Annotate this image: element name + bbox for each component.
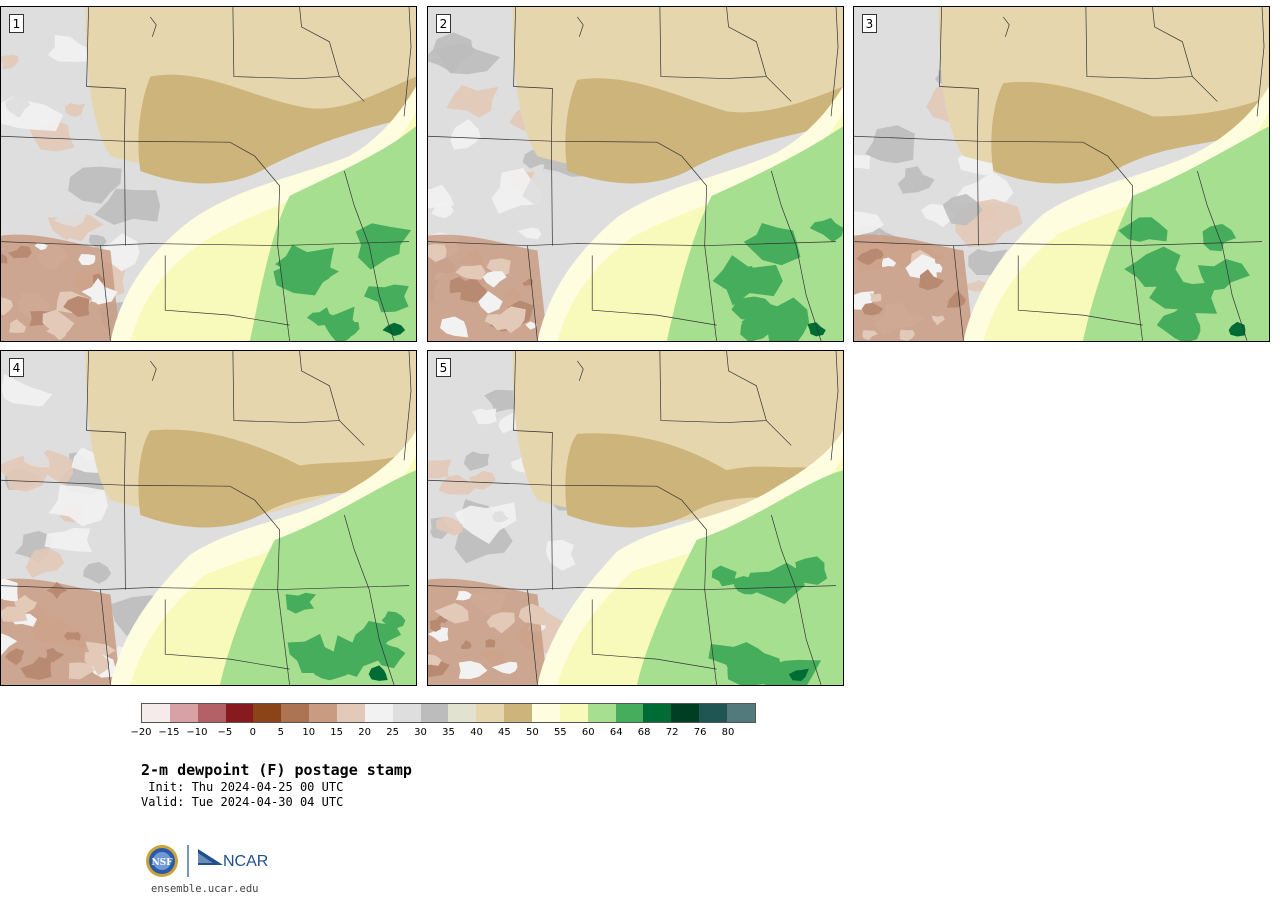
map-panel-3: 3	[853, 6, 1270, 342]
colorbar-tick-label: 20	[358, 727, 371, 738]
colorbar-swatch	[253, 704, 282, 722]
colorbar-tick-label: 15	[330, 727, 344, 738]
colorbar-tick-label: 76	[693, 727, 707, 738]
panel-number: 1	[9, 14, 24, 33]
colorbar-tick-label: 35	[442, 727, 455, 738]
map-panel-5: 5	[427, 350, 844, 686]
colorbar-tick-label: 10	[302, 727, 316, 738]
colorbar-tick-label: 5	[277, 727, 284, 738]
colorbar-tick-label: 25	[386, 727, 399, 738]
nsf-ncar-logo: NSF NCAR	[146, 845, 268, 877]
colorbar-swatch	[532, 704, 560, 722]
dewpoint-map	[1, 351, 416, 685]
valid-time: Valid: Tue 2024-04-30 04 UTC	[141, 795, 344, 809]
nsf-seal-icon: NSF	[146, 845, 178, 877]
colorbar-swatch	[281, 704, 310, 722]
colorbar-tick-label: 72	[665, 727, 679, 738]
colorbar-tick-label: 68	[637, 727, 651, 738]
colorbar-tick-label: 40	[470, 727, 483, 738]
colorbar-swatch	[587, 704, 616, 722]
colorbar-swatch	[615, 704, 644, 722]
nsf-text: NSF	[151, 858, 173, 868]
panel-number: 4	[9, 358, 24, 377]
colorbar-tick-label: 30	[414, 727, 427, 738]
colorbar-tick-label: 55	[553, 727, 567, 738]
colorbar-swatch	[448, 704, 477, 722]
colorbar-swatch	[197, 704, 226, 722]
colorbar-tick-label: −10	[186, 727, 208, 738]
colorbar-tick-label: 64	[609, 727, 623, 738]
panel-number: 3	[862, 14, 877, 33]
dewpoint-map	[854, 7, 1269, 341]
colorbar-tick-label: −15	[158, 727, 180, 738]
colorbar-tick-label: 60	[581, 727, 595, 738]
colorbar-swatch	[671, 704, 700, 722]
colorbar-swatch	[392, 704, 421, 722]
ncar-text: NCAR	[223, 853, 268, 870]
colorbar-swatch	[476, 704, 505, 722]
colorbar-swatch	[643, 704, 672, 722]
colorbar-swatch	[504, 704, 533, 722]
colorbar-swatch	[364, 704, 393, 722]
map-panel-2: 2	[427, 6, 844, 342]
dewpoint-map	[428, 7, 843, 341]
panel-number: 5	[436, 358, 451, 377]
colorbar-ticks: −20 −15 −10 −5 0 5 10 15 20 25 30 35 40 45 50 55 60 64 68 7…	[130, 727, 756, 741]
dewpoint-map	[428, 351, 843, 685]
panel-number: 2	[436, 14, 451, 33]
site-url: ensemble.ucar.edu	[151, 883, 259, 895]
colorbar-swatch	[559, 704, 588, 722]
colorbar-swatch	[225, 704, 254, 722]
colorbar-swatch	[169, 704, 198, 722]
colorbar-swatch	[309, 704, 338, 722]
dewpoint-map	[1, 7, 416, 341]
colorbar	[141, 703, 756, 723]
colorbar-tick-label: 80	[721, 727, 735, 738]
ncar-mark-icon	[198, 849, 223, 865]
colorbar-swatch	[337, 704, 365, 722]
colorbar-swatch	[727, 704, 755, 722]
map-panel-4: 4	[0, 350, 417, 686]
colorbar-swatch	[420, 704, 449, 722]
init-time: Init: Thu 2024-04-25 00 UTC	[141, 780, 344, 794]
plot-title: 2-m dewpoint (F) postage stamp	[141, 761, 412, 779]
colorbar-tick-label: 45	[498, 727, 511, 738]
colorbar-tick-label: −20	[130, 727, 152, 738]
colorbar-swatch	[699, 704, 728, 722]
map-panel-1: 1	[0, 6, 417, 342]
colorbar-tick-label: 0	[249, 727, 256, 738]
colorbar-tick-label: 50	[525, 727, 539, 738]
colorbar-swatch	[142, 704, 170, 722]
colorbar-tick-label: −5	[217, 727, 233, 738]
